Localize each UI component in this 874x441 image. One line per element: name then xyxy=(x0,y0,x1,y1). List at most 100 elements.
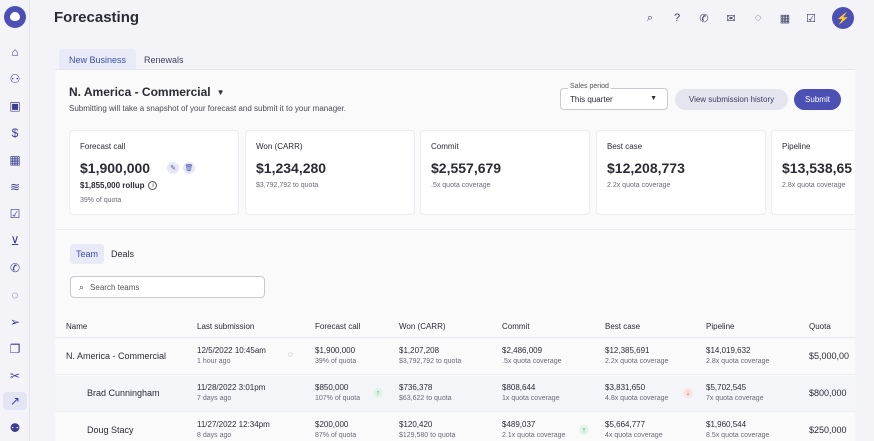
card-value: $2,557,679 xyxy=(431,160,502,176)
copy-icon[interactable]: ❐ xyxy=(9,342,21,356)
mail-icon[interactable]: ✉ xyxy=(726,12,736,25)
card-best-case: Best case $12,208,773 2.2x quota coverag… xyxy=(596,130,766,215)
pipeline: $5,702,545 xyxy=(706,383,747,392)
last-submission: 11/27/2022 12:34pm xyxy=(197,420,270,429)
card-label: Pipeline xyxy=(782,142,811,151)
pipeline-sub: 2.8x quota coverage xyxy=(706,358,770,365)
waveform-icon[interactable]: ≋ xyxy=(9,180,21,194)
sales-period-select[interactable]: Sales period This quarter ▼ xyxy=(560,83,668,110)
forecast-call: $1,900,000 xyxy=(315,346,356,355)
arrow-up-icon: ↑ xyxy=(579,425,589,435)
team-icon[interactable]: ⚉ xyxy=(9,421,21,435)
region-name: N. America - Commercial xyxy=(69,85,211,99)
column-header[interactable]: Last submission xyxy=(197,322,255,331)
column-header[interactable]: Commit xyxy=(502,322,530,331)
card-value: $1,234,280 xyxy=(256,160,327,176)
home-icon[interactable]: ⌂ xyxy=(11,45,19,59)
scissors-icon[interactable]: ✂ xyxy=(9,369,21,383)
calendar-icon[interactable]: ▦ xyxy=(9,153,21,167)
app-logo[interactable] xyxy=(4,6,26,28)
forecast-call-sub: 107% of quota xyxy=(315,395,361,402)
inbox-icon[interactable]: ⊻ xyxy=(10,234,20,248)
checkbox-icon[interactable]: ☑ xyxy=(806,12,816,25)
trend-icon[interactable]: ↗ xyxy=(3,392,27,410)
won-sub: $3,792,792 to quota xyxy=(399,358,462,365)
row-name[interactable]: Brad Cunningham xyxy=(87,388,160,398)
forecast-call: $200,000 xyxy=(315,420,349,429)
card-sub: 2.8x quota coverage xyxy=(782,182,846,189)
caret-down-icon: ▼ xyxy=(216,87,225,97)
last-submission-ago: 7 days ago xyxy=(197,395,232,402)
card-label: Forecast call xyxy=(80,142,126,151)
briefcase-icon[interactable]: ▣ xyxy=(9,99,21,113)
quota: $5,000,00 xyxy=(809,351,850,361)
chat-icon[interactable]: ◌ xyxy=(11,288,19,302)
tab-new-business[interactable]: New Business xyxy=(59,49,137,70)
table-row[interactable]: Brad Cunningham 11/28/2022 3:01pm 7 days… xyxy=(55,376,855,412)
phone-icon[interactable]: ✆ xyxy=(699,12,709,25)
quota: $800,000 xyxy=(809,388,847,398)
region-selector[interactable]: N. America - Commercial ▼ xyxy=(69,85,225,99)
search-box: ⌕ xyxy=(70,276,265,298)
help-icon[interactable]: ? xyxy=(673,12,681,24)
bolt-icon[interactable]: ⚡ xyxy=(832,7,854,29)
dollar-icon[interactable]: $ xyxy=(11,126,19,140)
search-input[interactable] xyxy=(90,282,251,292)
won: $120,420 xyxy=(399,420,433,429)
edit-icon[interactable]: ✎ xyxy=(167,162,179,174)
send-icon[interactable]: ➢ xyxy=(9,315,21,329)
search-icon[interactable]: ⌕ xyxy=(646,11,654,24)
contacts-icon[interactable]: ⚇ xyxy=(9,72,21,86)
column-header[interactable]: Forecast call xyxy=(315,322,361,331)
card-sub: 2.2x quota coverage xyxy=(607,182,671,189)
table-row[interactable]: Doug Stacy 11/27/2022 12:34pm 8 days ago… xyxy=(55,413,855,441)
card-won: Won (CARR) $1,234,280 $3,792,792 to quot… xyxy=(245,130,415,215)
won-sub: $63,622 to quota xyxy=(399,395,452,402)
card-value: $12,208,773 xyxy=(607,160,685,176)
commit: $808,644 xyxy=(502,383,536,392)
commit: $2,486,009 xyxy=(502,346,543,355)
last-submission: 12/5/2022 10:45am xyxy=(197,346,266,355)
chat-icon[interactable]: ◌ xyxy=(754,12,762,24)
view-history-button[interactable]: View submission history xyxy=(675,89,788,110)
table-row[interactable]: N. America - Commercial 12/5/2022 10:45a… xyxy=(55,339,855,375)
comment-icon[interactable]: ◌ xyxy=(288,350,293,359)
trash-icon[interactable]: 🗑 xyxy=(183,162,195,174)
row-name[interactable]: Doug Stacy xyxy=(87,425,134,435)
phone-icon[interactable]: ✆ xyxy=(9,261,21,275)
section-divider xyxy=(55,229,855,230)
best-case: $5,664,777 xyxy=(605,420,646,429)
forecast-subtitle: Submitting will take a snapshot of your … xyxy=(69,104,347,113)
sales-period-label: Sales period xyxy=(568,83,611,90)
tab-deals[interactable]: Deals xyxy=(111,249,135,259)
column-header[interactable]: Pipeline xyxy=(706,322,735,331)
card-label: Best case xyxy=(607,142,643,151)
forecast-call-sub: 87% of quota xyxy=(315,432,357,439)
won: $1,207,208 xyxy=(399,346,440,355)
last-submission-ago: 8 days ago xyxy=(197,432,232,439)
card-commit: Commit $2,557,679 .5x quota coverage xyxy=(420,130,590,215)
forecast-call-sub: 39% of quota xyxy=(315,358,357,365)
checklist-icon[interactable]: ☑ xyxy=(9,207,21,221)
won-sub: $129,580 to quota xyxy=(399,432,456,439)
search-icon: ⌕ xyxy=(79,281,85,292)
rollup-text: $1,855,000 rollup xyxy=(80,181,145,190)
arrow-down-icon: ↓ xyxy=(683,388,693,398)
card-label: Commit xyxy=(431,142,459,151)
tab-team[interactable]: Team xyxy=(70,244,105,264)
submit-button[interactable]: Submit xyxy=(794,89,841,110)
column-header[interactable]: Best case xyxy=(605,322,641,331)
calendar-icon[interactable]: ▦ xyxy=(779,12,791,25)
column-header[interactable]: Name xyxy=(66,322,88,331)
commit-sub: 1x quota coverage xyxy=(502,395,560,402)
row-name[interactable]: N. America - Commercial xyxy=(66,351,167,361)
best-case-sub: 4.8x quota coverage xyxy=(605,395,669,402)
caret-down-icon: ▼ xyxy=(650,95,657,102)
column-header[interactable]: Won (CARR) xyxy=(399,322,446,331)
info-icon[interactable]: i xyxy=(148,181,158,190)
rollup-value: $1,855,000 rollup i xyxy=(80,181,158,190)
commit-sub: 2.1x quota coverage xyxy=(502,432,566,439)
column-header[interactable]: Quota xyxy=(809,322,831,331)
arrow-up-icon: ↑ xyxy=(373,388,383,398)
tab-renewals[interactable]: Renewals xyxy=(144,54,184,65)
